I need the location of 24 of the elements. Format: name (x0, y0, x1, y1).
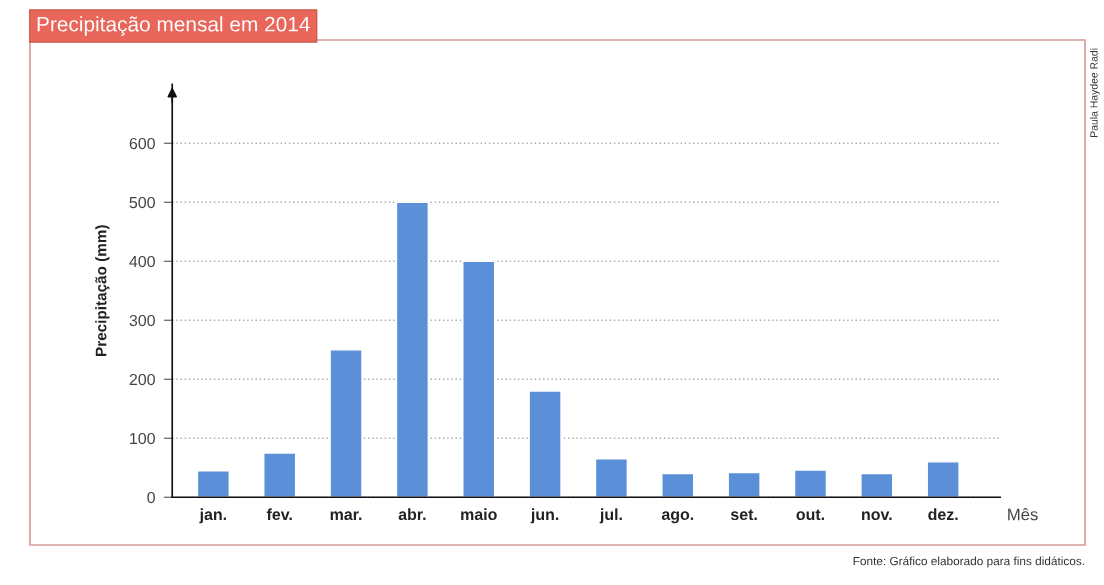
y-tick-label: 400 (129, 255, 155, 268)
chart-title: Precipitação mensal em 2014 (37, 16, 310, 36)
y-axis-title: Precipitação (mm) (95, 225, 110, 356)
x-tick-label: ago. (661, 511, 694, 524)
text: Paula Haydee Radi (1090, 48, 1100, 137)
x-tick-label: mar. (330, 511, 362, 521)
y-tick-label: 500 (129, 196, 155, 209)
x-tick-label: nov. (862, 511, 892, 521)
y-tick-label: 600 (129, 137, 155, 150)
x-tick-label: out. (796, 509, 825, 521)
y-tick-label: 200 (129, 373, 155, 386)
y-tick-label: 100 (130, 432, 155, 445)
x-tick-label: fev. (266, 508, 292, 521)
x-tick-label: abr. (398, 508, 426, 521)
x-tick-label: jun. (530, 508, 559, 524)
x-tick-label: maio (461, 508, 497, 521)
y-tick-label: 0 (147, 491, 155, 504)
x-tick-label: dez. (928, 508, 958, 521)
x-tick-label: jul. (599, 508, 622, 524)
source-note: Fonte: Gráfico elaborado para fins didáticos. (853, 556, 1084, 568)
y-tick-label: 300 (129, 314, 155, 327)
x-tick-label: set. (730, 509, 757, 521)
x-tick-label: jan. (199, 508, 227, 524)
x-axis-title: Mês (1008, 508, 1038, 521)
